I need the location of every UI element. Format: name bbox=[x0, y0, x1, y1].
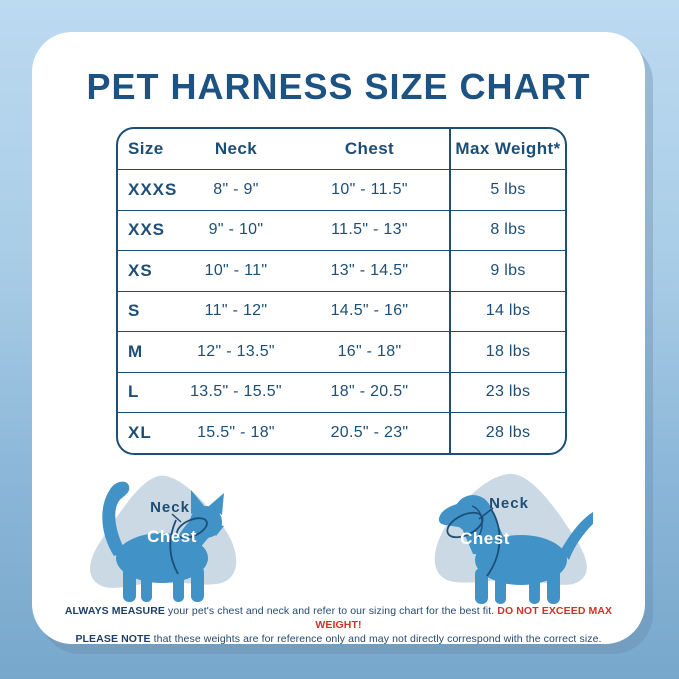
cat-neck-label: Neck bbox=[150, 499, 190, 516]
neck-value: 10" - 11" bbox=[204, 261, 268, 279]
cat-neck-leader-line bbox=[171, 513, 182, 523]
dog-ear-outline bbox=[471, 505, 483, 539]
table-row: XXS 9" - 10" 11.5" - 13" 8 lbs bbox=[118, 209, 565, 250]
dog-chest-measure-line bbox=[486, 508, 501, 577]
size-value: M bbox=[128, 341, 144, 361]
chest-value: 18" - 20.5" bbox=[330, 383, 409, 401]
neck-value: 8" - 9" bbox=[213, 180, 259, 198]
column-header-neck: Neck bbox=[214, 139, 258, 158]
dog-neck-label: Neck bbox=[489, 495, 529, 512]
column-header-size: Size bbox=[128, 139, 164, 158]
chest-value: 20.5" - 23" bbox=[330, 423, 409, 441]
chest-value: 16" - 18" bbox=[337, 342, 402, 360]
footnote-note-lead: PLEASE NOTE bbox=[75, 633, 151, 646]
footnote: ALWAYS MEASURE your pet's chest and neck… bbox=[60, 604, 617, 647]
footnote-note-body: that these weights are for reference onl… bbox=[150, 633, 602, 646]
weight-value: 9 lbs bbox=[449, 251, 565, 291]
table-row: XXXS 8" - 9" 10" - 11.5" 5 lbs bbox=[118, 169, 565, 210]
column-header-chest: Chest bbox=[344, 139, 395, 158]
size-value: S bbox=[128, 301, 141, 321]
cat-measurement-diagram: Neck Chest bbox=[90, 475, 237, 602]
table-row: S 11" - 12" 14.5" - 16" 14 lbs bbox=[118, 290, 565, 331]
weight-value: 28 lbs bbox=[449, 413, 565, 453]
table-row: L 13.5" - 15.5" 18" - 20.5" 23 lbs bbox=[118, 371, 565, 412]
table-row: XS 10" - 11" 13" - 14.5" 9 lbs bbox=[118, 250, 565, 291]
size-value: L bbox=[128, 382, 140, 402]
footnote-measure-body: your pet's chest and neck and refer to o… bbox=[165, 605, 498, 617]
size-value: XXXS bbox=[128, 179, 178, 199]
weight-value: 23 lbs bbox=[449, 372, 565, 412]
chest-value: 13" - 14.5" bbox=[330, 261, 409, 279]
size-value: XL bbox=[128, 422, 152, 442]
cat-neck-measure-line bbox=[176, 517, 208, 539]
neck-value: 9" - 10" bbox=[208, 221, 264, 239]
weight-value: 5 lbs bbox=[449, 170, 565, 210]
chest-value: 14.5" - 16" bbox=[330, 302, 409, 320]
column-header-max-weight: Max Weight* bbox=[449, 129, 565, 169]
size-value: XXS bbox=[128, 220, 166, 240]
neck-value: 13.5" - 15.5" bbox=[190, 383, 282, 401]
table-header-row: Size Neck Chest Max Weight* bbox=[118, 129, 565, 169]
size-value: XS bbox=[128, 260, 153, 280]
neck-value: 12" - 13.5" bbox=[197, 342, 275, 360]
neck-value: 11" - 12" bbox=[204, 302, 268, 320]
dog-chest-label: Chest bbox=[460, 529, 510, 548]
size-table: Size Neck Chest Max Weight* XXXS 8" - 9"… bbox=[116, 127, 567, 455]
size-chart-card: PET HARNESS SIZE CHART Size Neck Chest M… bbox=[32, 32, 645, 647]
dog-neck-measure-line bbox=[446, 511, 484, 539]
chest-value: 11.5" - 13" bbox=[331, 221, 408, 239]
dog-measurement-diagram: Neck Chest bbox=[434, 473, 593, 604]
measurement-diagrams: Neck Chest bbox=[32, 462, 645, 612]
table-row: XL 15.5" - 18" 20.5" - 23" 28 lbs bbox=[118, 412, 565, 453]
neck-value: 15.5" - 18" bbox=[197, 423, 275, 441]
cat-silhouette-icon bbox=[102, 481, 224, 602]
chest-value: 10" - 11.5" bbox=[331, 180, 408, 198]
page-title: PET HARNESS SIZE CHART bbox=[86, 66, 591, 107]
weight-value: 14 lbs bbox=[449, 291, 565, 331]
weight-value: 18 lbs bbox=[449, 332, 565, 372]
weight-value: 8 lbs bbox=[449, 210, 565, 250]
footnote-line-1: ALWAYS MEASURE your pet's chest and neck… bbox=[60, 604, 617, 632]
cat-chest-label: Chest bbox=[147, 527, 197, 546]
footnote-warning: DO NOT EXCEED MAX WEIGHT! bbox=[315, 605, 613, 632]
cat-chest-measure-line bbox=[169, 519, 179, 575]
footnote-line-2: PLEASE NOTE that these weights are for r… bbox=[60, 632, 617, 646]
footnote-measure-lead: ALWAYS MEASURE bbox=[64, 605, 166, 617]
table-row: M 12" - 13.5" 16" - 18" 18 lbs bbox=[118, 331, 565, 372]
dog-silhouette-icon bbox=[438, 495, 593, 604]
